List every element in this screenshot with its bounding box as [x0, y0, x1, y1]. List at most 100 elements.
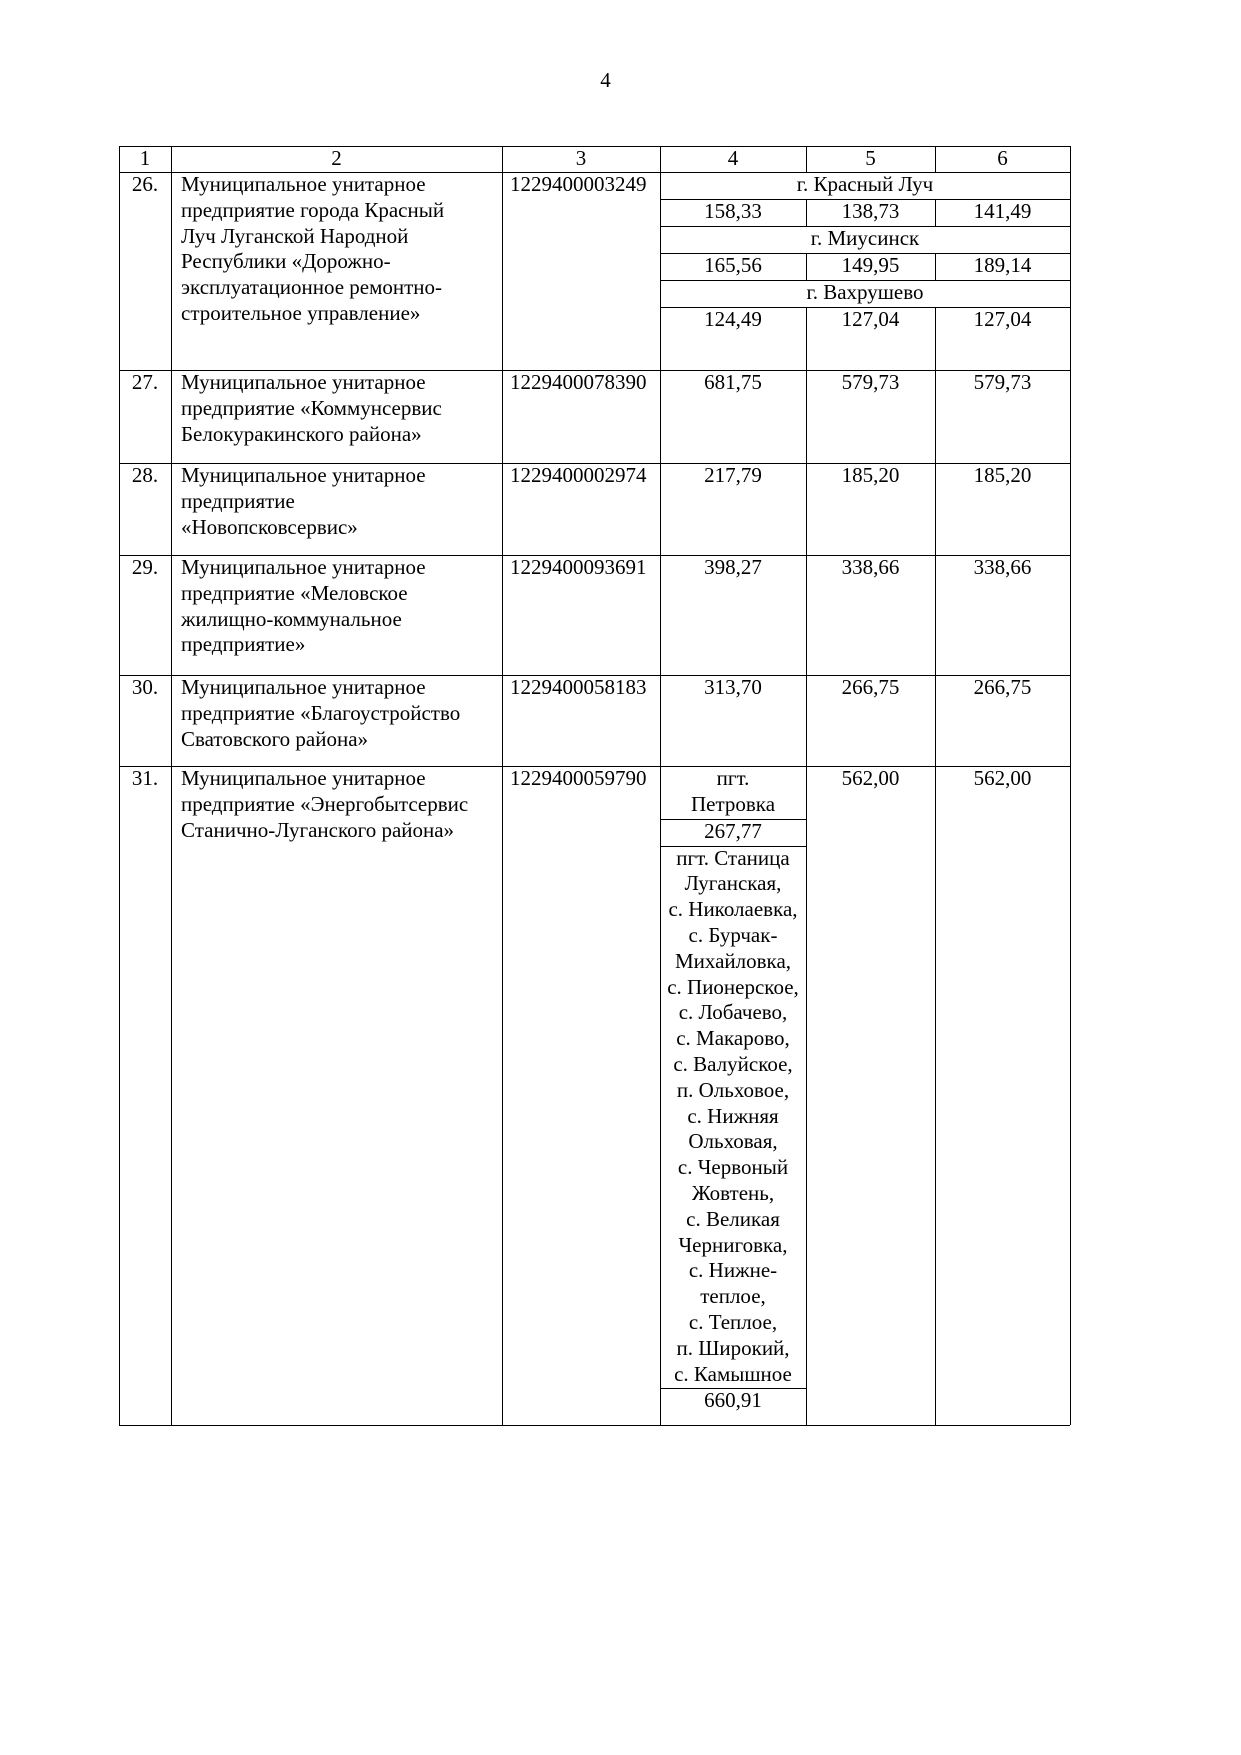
locality-name: с. Бурчак-	[688, 923, 778, 947]
table-rule	[119, 172, 120, 370]
enterprise-name: Муниципальное унитарное	[181, 675, 426, 699]
locality-name: с. Теплое,	[688, 1310, 778, 1334]
value-col5: 185,20	[841, 463, 900, 487]
table-rule	[171, 463, 172, 555]
table-rule	[935, 463, 936, 555]
locality-name: г. Вахрушево	[806, 280, 924, 304]
locality-name: с. Нижняя	[687, 1103, 779, 1128]
ogrn: 1229400059790	[510, 766, 647, 790]
value-col5: 138,73	[841, 199, 900, 223]
locality-name: теплое,	[700, 1284, 766, 1309]
table-rule	[806, 146, 807, 172]
ogrn: 1229400003249	[510, 172, 647, 196]
value-col6: 579,73	[973, 370, 1032, 394]
table-rule	[502, 463, 503, 555]
value-col6: 338,66	[973, 555, 1032, 579]
column-header: 6	[997, 146, 1008, 170]
column-header: 5	[865, 146, 876, 170]
value-col6: 127,04	[973, 307, 1032, 331]
row-number: 27.	[131, 370, 159, 394]
table-rule	[806, 675, 807, 766]
table-rule	[660, 199, 1070, 200]
table-rule	[935, 675, 936, 766]
locality-name: Луганская,	[684, 871, 782, 896]
table-rule	[660, 280, 1070, 281]
table-rule	[806, 199, 807, 226]
row-number: 26.	[131, 172, 159, 196]
table-rule	[806, 253, 807, 280]
locality-name: с. Макарово,	[676, 1026, 790, 1051]
enterprise-name: предприятие»	[181, 632, 306, 657]
table-rule	[660, 818, 806, 820]
column-header: 4	[727, 146, 739, 170]
enterprise-name: эксплуатационное ремонтно-	[181, 275, 443, 300]
table-rule	[935, 766, 936, 1425]
value-col5: 127,04	[841, 307, 900, 331]
value-col4: 217,79	[704, 463, 762, 487]
locality-name: с. Камышное	[674, 1361, 792, 1386]
table-rule	[660, 845, 806, 847]
table-rule	[806, 370, 807, 463]
row-number: 29.	[131, 555, 159, 579]
locality-name: с. Пионерское,	[667, 974, 799, 999]
table-rule	[119, 675, 1070, 676]
value-col5: 579,73	[841, 370, 900, 394]
table-rule	[502, 370, 503, 463]
value-col6: 185,20	[973, 463, 1032, 487]
enterprise-name: Муниципальное унитарное	[181, 370, 426, 394]
enterprise-name: строительное управление»	[181, 301, 421, 325]
enterprise-name: предприятие «Меловское	[181, 580, 408, 605]
table-rule	[502, 146, 503, 172]
page-number: 4	[600, 68, 611, 92]
table-rule	[1070, 675, 1071, 766]
locality-name: пгт.	[716, 766, 750, 790]
value-col4: 398,27	[704, 555, 762, 579]
table-rule	[171, 675, 172, 766]
enterprise-name: «Новопсковсервис»	[181, 514, 358, 539]
table-rule	[171, 766, 172, 1425]
value-col5: 149,95	[841, 253, 900, 277]
value-col4: 313,70	[704, 675, 762, 699]
table-rule	[119, 555, 1070, 556]
table-rule	[806, 463, 807, 555]
ogrn: 1229400058183	[510, 675, 647, 699]
enterprise-name: Сватовского района»	[181, 726, 369, 751]
locality-name: Петровка	[690, 791, 776, 816]
enterprise-name: предприятие	[181, 488, 295, 513]
table-rule	[935, 307, 936, 370]
table-rule	[119, 675, 120, 766]
locality-name: с. Великая	[686, 1206, 780, 1231]
table-rule	[119, 555, 120, 675]
value-col4: 165,56	[704, 253, 762, 277]
locality-name: Михайловка,	[674, 948, 792, 973]
table-rule	[171, 172, 172, 370]
enterprise-name: предприятие города Красный	[181, 197, 445, 222]
value-col6: 189,14	[973, 253, 1032, 277]
table-rule	[119, 172, 1070, 173]
value-col6: 562,00	[973, 766, 1032, 790]
table-rule	[806, 307, 807, 370]
locality-name: с. Валуйское,	[673, 1052, 793, 1076]
table-rule	[119, 766, 1070, 767]
locality-name: с. Николаевка,	[668, 897, 798, 922]
table-rule	[935, 199, 936, 226]
locality-name: г. Красный Луч	[796, 172, 934, 196]
locality-name: пгт. Станица	[676, 845, 790, 870]
value-col4: 681,75	[704, 370, 762, 394]
table-rule	[1070, 370, 1071, 463]
enterprise-name: Муниципальное унитарное	[181, 555, 426, 579]
value-col4: 267,77	[704, 818, 762, 843]
table-rule	[660, 172, 661, 370]
locality-name: Жовтень,	[691, 1181, 775, 1205]
table-rule	[119, 370, 1070, 371]
table-rule	[119, 146, 120, 172]
table-rule	[1070, 463, 1071, 555]
value-col4: 158,33	[704, 199, 762, 223]
enterprise-name: Муниципальное унитарное	[181, 766, 426, 790]
table-rule	[1070, 555, 1071, 675]
locality-name: с. Червоный	[677, 1155, 789, 1180]
table-rule	[1070, 766, 1071, 1425]
table-rule	[119, 463, 120, 555]
table-rule	[171, 555, 172, 675]
enterprise-name: Луч Луганской Народной	[181, 223, 409, 248]
